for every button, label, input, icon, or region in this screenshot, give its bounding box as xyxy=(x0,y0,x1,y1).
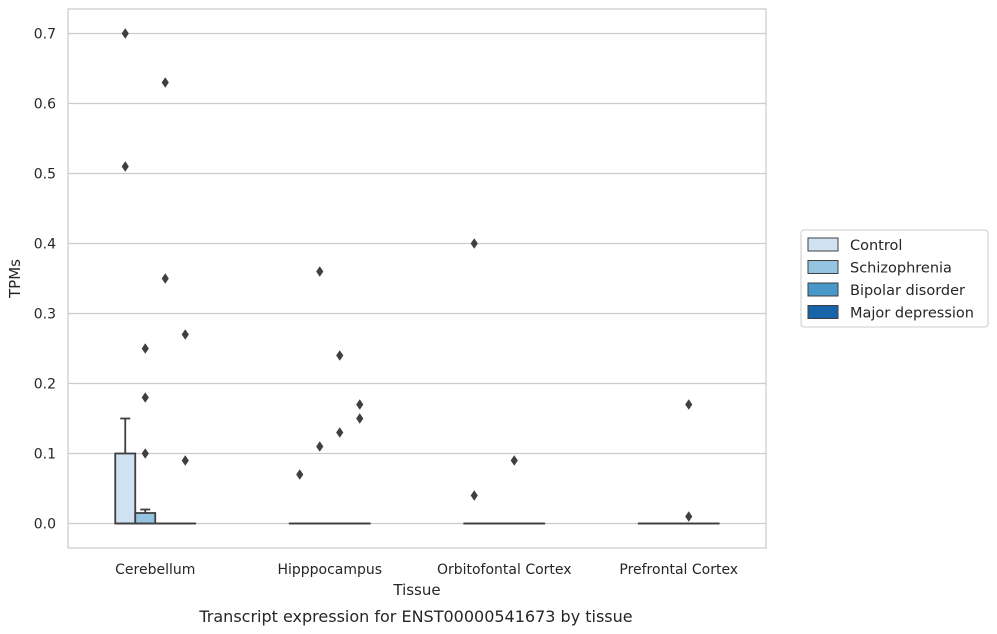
grid-lines xyxy=(68,32,766,525)
boxes xyxy=(114,417,720,525)
y-tick-label: 0.1 xyxy=(34,447,56,463)
outlier-point xyxy=(121,161,129,172)
outlier-point xyxy=(510,455,518,466)
x-tick-label: Orbitofontal Cortex xyxy=(437,562,572,578)
y-axis-ticks: 0.0 0.1 0.2 0.3 0.4 0.5 0.6 0.7 xyxy=(34,27,56,533)
outlier-point xyxy=(336,350,344,361)
plot-area-frame xyxy=(67,8,767,549)
box-0-0 xyxy=(114,417,137,525)
outlier-point xyxy=(121,28,129,39)
legend-label: Control xyxy=(850,238,902,254)
legend: Control Schizophrenia Bipolar disorder Majo… xyxy=(800,229,989,328)
outlier-point xyxy=(685,399,693,410)
outlier-point xyxy=(181,329,189,340)
x-tick-label: Cerebellum xyxy=(115,562,195,578)
outlier-point xyxy=(296,469,304,480)
legend-swatch xyxy=(807,305,839,319)
y-tick-label: 0.6 xyxy=(34,97,56,113)
y-tick-label: 0.2 xyxy=(34,377,56,393)
chart-caption: Transcript expression for ENST0000054167… xyxy=(198,607,632,626)
outlier-point xyxy=(356,399,364,410)
outlier-point xyxy=(161,273,169,284)
legend-label: Major depression xyxy=(850,306,974,322)
legend-swatch xyxy=(807,260,839,274)
outlier-point xyxy=(316,266,324,277)
outlier-point xyxy=(141,392,149,403)
x-tick-label: Prefrontal Cortex xyxy=(619,562,738,578)
outlier-point xyxy=(181,455,189,466)
legend-label: Schizophrenia xyxy=(850,261,952,277)
outlier-point xyxy=(141,448,149,459)
box-0-1 xyxy=(134,508,157,525)
outlier-point xyxy=(316,441,324,452)
x-tick-label: Hipppocampus xyxy=(277,562,382,578)
outlier-point xyxy=(470,490,478,501)
legend-swatch xyxy=(807,282,839,297)
y-tick-label: 0.4 xyxy=(34,237,56,253)
legend-frame xyxy=(800,229,989,328)
x-axis-ticks: Cerebellum Hipppocampus Orbitofontal Corte… xyxy=(115,562,738,578)
outlier-point xyxy=(141,343,149,354)
outlier-point xyxy=(470,238,478,249)
legend-swatch xyxy=(807,237,839,252)
outlier-point xyxy=(161,77,169,88)
box-body xyxy=(114,452,137,525)
x-axis-label: Tissue xyxy=(392,581,440,599)
y-tick-label: 0.7 xyxy=(34,27,56,43)
outlier-points xyxy=(121,28,693,522)
box-body xyxy=(134,512,157,525)
outlier-point xyxy=(336,427,344,438)
y-tick-label: 0.0 xyxy=(34,517,56,533)
legend-label: Bipolar disorder xyxy=(850,283,965,299)
y-tick-label: 0.5 xyxy=(34,167,56,183)
y-tick-label: 0.3 xyxy=(34,307,56,323)
outlier-point xyxy=(685,511,693,522)
y-axis-label: TPMs xyxy=(6,259,24,299)
outlier-point xyxy=(356,413,364,424)
